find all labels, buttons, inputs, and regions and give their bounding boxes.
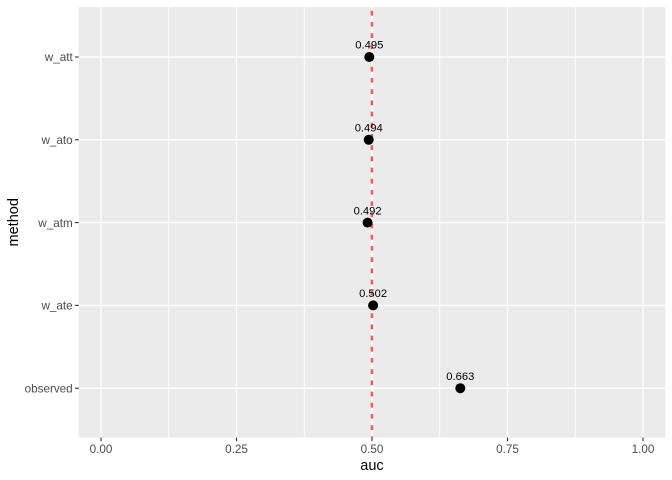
- svg-text:0.502: 0.502: [359, 288, 387, 300]
- svg-text:0.75: 0.75: [496, 443, 519, 456]
- svg-text:w_atm: w_atm: [37, 217, 72, 230]
- svg-text:0.494: 0.494: [355, 123, 383, 135]
- svg-text:observed: observed: [25, 382, 73, 395]
- svg-text:0.492: 0.492: [354, 205, 382, 217]
- svg-text:method: method: [6, 198, 22, 246]
- svg-text:auc: auc: [360, 458, 383, 474]
- svg-text:0.00: 0.00: [90, 443, 113, 456]
- svg-text:0.663: 0.663: [446, 371, 474, 383]
- svg-text:0.50: 0.50: [361, 443, 384, 456]
- svg-text:w_ate: w_ate: [40, 300, 72, 313]
- svg-text:w_att: w_att: [44, 51, 74, 64]
- svg-text:1.00: 1.00: [632, 443, 655, 456]
- svg-text:0.495: 0.495: [355, 40, 383, 52]
- svg-text:w_ato: w_ato: [40, 134, 73, 147]
- svg-text:0.25: 0.25: [225, 443, 248, 456]
